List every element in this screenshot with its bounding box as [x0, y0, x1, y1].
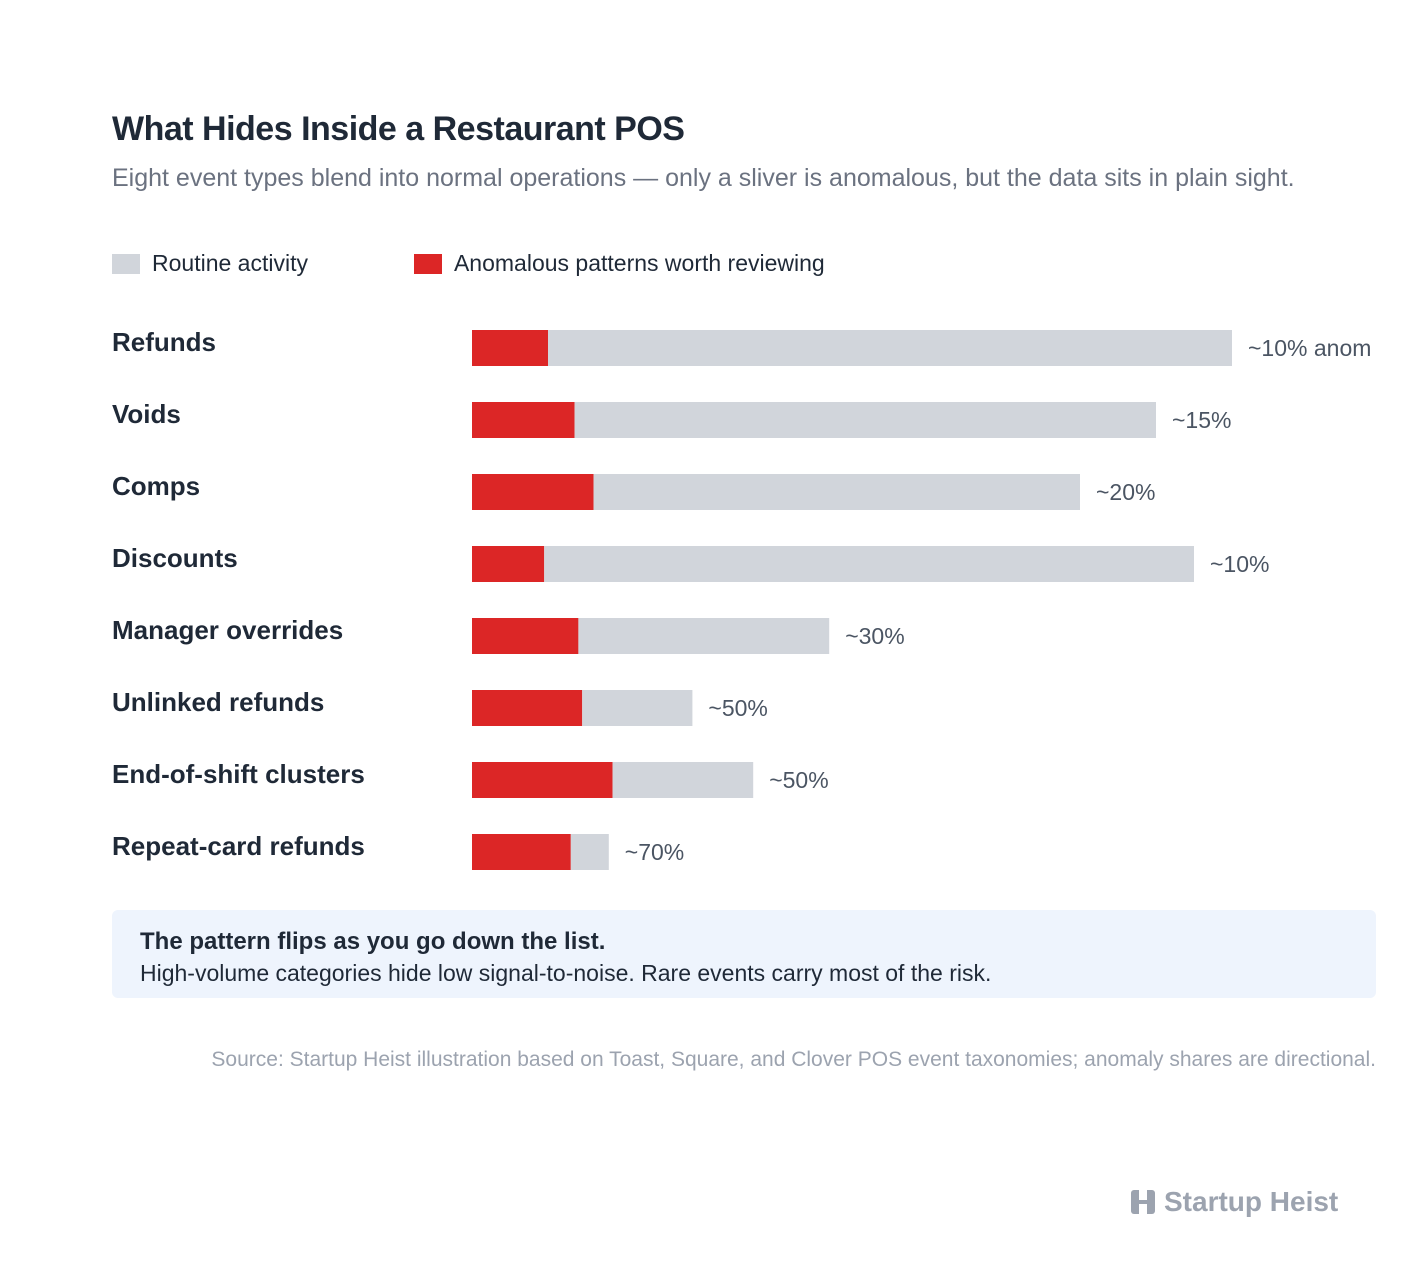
note-text: High-volume categories hide low signal-t… [140, 960, 992, 986]
brand: Startup Heist [1130, 1186, 1338, 1218]
bar-segment [472, 402, 575, 438]
category-label: Unlinked refunds [112, 687, 324, 717]
bar-segment [570, 834, 609, 870]
bar-segment [472, 762, 613, 798]
chart: Refunds ~10% anom Voids ~15% Comps ~20% Discou… [112, 327, 1371, 870]
brand-icon [1131, 1190, 1155, 1214]
legend-swatch [413, 253, 442, 274]
legend: Routine activity Anomalous patterns worth… [112, 250, 825, 277]
value-label: ~15% [1172, 407, 1231, 433]
bar-segment [472, 546, 545, 582]
bar-segment [472, 330, 548, 366]
bar-segment [472, 690, 583, 726]
value-label: ~20% [1096, 479, 1155, 505]
bar-segment [472, 474, 594, 510]
category-label: Comps [112, 471, 200, 501]
category-label: Discounts [112, 543, 238, 573]
bar-segment [612, 762, 754, 798]
value-label: ~50% [708, 695, 767, 721]
brand-name: Startup Heist [1164, 1186, 1339, 1217]
bar-segment [544, 546, 1194, 582]
chart-title: What Hides Inside a Restaurant POS [112, 110, 685, 148]
value-label: ~10% anom [1248, 335, 1371, 361]
value-label: ~50% [769, 767, 828, 793]
bar-segment [574, 402, 1156, 438]
value-label: ~30% [845, 623, 904, 649]
bar-segment [578, 618, 830, 654]
legend-label: Routine activity [152, 250, 308, 276]
legend-item: Routine activity [112, 250, 308, 277]
bar-segment [593, 474, 1080, 510]
legend-item: Anomalous patterns worth reviewing [413, 250, 825, 277]
bar-segment [548, 330, 1232, 366]
value-label: ~70% [625, 839, 684, 865]
category-label: End-of-shift clusters [112, 759, 365, 789]
category-label: Manager overrides [112, 615, 343, 645]
category-label: Repeat-card refunds [112, 831, 365, 861]
chart-subtitle: Eight event types blend into normal oper… [112, 164, 1295, 192]
note-title: The pattern flips as you go down the lis… [140, 928, 606, 955]
category-label: Refunds [112, 327, 216, 357]
bar-segment [582, 690, 693, 726]
legend-swatch [112, 253, 140, 274]
category-label: Voids [112, 399, 181, 429]
bar-segment [472, 834, 571, 870]
value-label: ~10% [1210, 551, 1269, 577]
legend-label: Anomalous patterns worth reviewing [453, 250, 825, 276]
note-box: The pattern flips as you go down the lis… [112, 910, 1376, 998]
bar-segment [472, 618, 579, 654]
source: Source: Startup Heist illustration based… [211, 1048, 1376, 1071]
